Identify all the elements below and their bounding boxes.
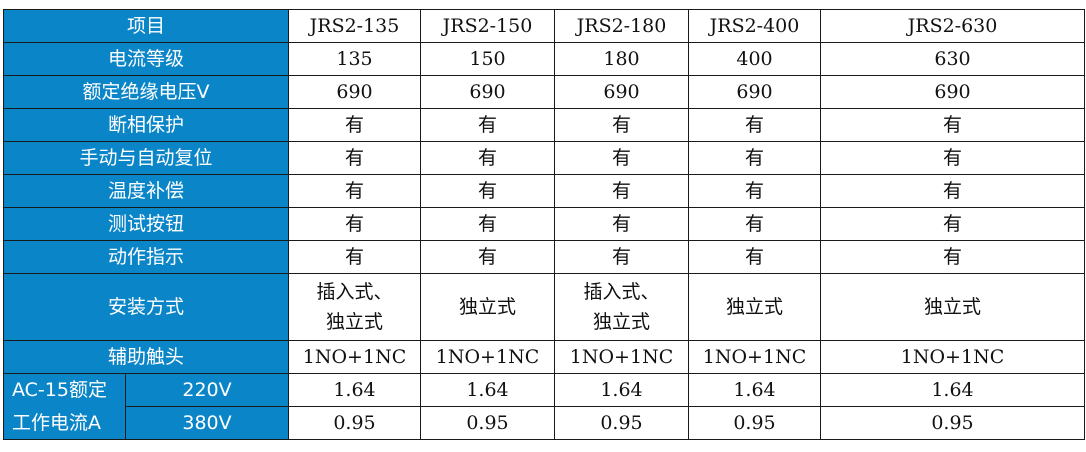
model-header: JRS2-630	[820, 9, 1085, 43]
row-value: 690	[820, 75, 1085, 109]
row-value: 400	[688, 42, 821, 76]
row-value: 独立式	[688, 273, 821, 341]
row-value: 有	[288, 174, 421, 208]
row-label: 安装方式	[3, 273, 289, 341]
table-row: 测试按钮有有有有有	[3, 207, 1085, 241]
row-value: 插入式、 独立式	[554, 273, 689, 341]
ac15-row: AC-15额定 220V 1.64 1.64 1.64 1.64 1.64	[3, 373, 1085, 407]
row-value: 有	[420, 240, 555, 274]
row-value: 有	[688, 174, 821, 208]
current-value: 1.64	[820, 373, 1085, 407]
current-value: 0.95	[820, 406, 1085, 440]
header-row: 项目 JRS2-135 JRS2-150 JRS2-180 JRS2-400 JRS2-6…	[3, 9, 1085, 43]
row-value: 有	[420, 141, 555, 175]
row-value: 1NO+1NC	[820, 340, 1085, 374]
current-value: 1.64	[554, 373, 689, 407]
row-value: 135	[288, 42, 421, 76]
table-row: 额定绝缘电压V 690 690 690 690 690	[3, 75, 1085, 109]
row-value: 有	[420, 174, 555, 208]
model-header: JRS2-400	[688, 9, 821, 43]
row-value: 插入式、 独立式	[288, 273, 421, 341]
row-value: 有	[688, 240, 821, 274]
row-value: 有	[820, 108, 1085, 142]
row-value: 独立式	[820, 273, 1085, 341]
row-label: 测试按钮	[3, 207, 289, 241]
row-value: 690	[420, 75, 555, 109]
current-value: 0.95	[420, 406, 555, 440]
row-value: 有	[288, 240, 421, 274]
table-row: 断相保护有有有有有	[3, 108, 1085, 142]
row-value: 690	[554, 75, 689, 109]
row-value: 有	[688, 141, 821, 175]
table-row: 温度补偿有有有有有	[3, 174, 1085, 208]
voltage-label: 220V	[125, 373, 289, 407]
ac15-row: 工作电流A 380V 0.95 0.95 0.95 0.95 0.95	[3, 406, 1085, 440]
model-header: JRS2-180	[554, 9, 689, 43]
row-value: 有	[288, 141, 421, 175]
row-label: 辅助触头	[3, 340, 289, 374]
row-value: 1NO+1NC	[420, 340, 555, 374]
row-value: 1NO+1NC	[288, 340, 421, 374]
row-value: 有	[820, 207, 1085, 241]
row-value: 150	[420, 42, 555, 76]
row-value: 有	[820, 240, 1085, 274]
table-row: 电流等级 135 150 180 400 630	[3, 42, 1085, 76]
row-value: 有	[554, 141, 689, 175]
row-value: 有	[688, 108, 821, 142]
row-label: 动作指示	[3, 240, 289, 274]
row-label: 额定绝缘电压V	[3, 75, 289, 109]
row-value: 180	[554, 42, 689, 76]
header-label: 项目	[3, 9, 289, 43]
table-row: 手动与自动复位有有有有有	[3, 141, 1085, 175]
row-value: 690	[688, 75, 821, 109]
ac15-label: 工作电流A	[3, 406, 126, 440]
current-value: 1.64	[288, 373, 421, 407]
row-value: 630	[820, 42, 1085, 76]
row-value: 有	[820, 141, 1085, 175]
row-label: 温度补偿	[3, 174, 289, 208]
row-value: 独立式	[420, 273, 555, 341]
table-row: 安装方式 插入式、 独立式 独立式 插入式、 独立式 独立式 独立式	[3, 273, 1085, 341]
row-label: 手动与自动复位	[3, 141, 289, 175]
row-value: 1NO+1NC	[688, 340, 821, 374]
row-label: 断相保护	[3, 108, 289, 142]
row-value: 有	[554, 108, 689, 142]
row-value: 有	[820, 174, 1085, 208]
row-value: 有	[554, 174, 689, 208]
row-label: 电流等级	[3, 42, 289, 76]
row-value: 有	[288, 108, 421, 142]
row-value: 有	[420, 207, 555, 241]
row-value: 有	[554, 207, 689, 241]
model-header: JRS2-150	[420, 9, 555, 43]
row-value: 有	[554, 240, 689, 274]
current-value: 1.64	[688, 373, 821, 407]
table-row: 动作指示有有有有有	[3, 240, 1085, 274]
row-value: 有	[288, 207, 421, 241]
voltage-label: 380V	[125, 406, 289, 440]
current-value: 1.64	[420, 373, 555, 407]
spec-table: 项目 JRS2-135 JRS2-150 JRS2-180 JRS2-400 JRS2-6…	[3, 9, 1085, 440]
current-value: 0.95	[288, 406, 421, 440]
row-value: 有	[688, 207, 821, 241]
current-value: 0.95	[688, 406, 821, 440]
row-value: 有	[420, 108, 555, 142]
table-row: 辅助触头 1NO+1NC 1NO+1NC 1NO+1NC 1NO+1NC 1NO+1NC	[3, 340, 1085, 374]
model-header: JRS2-135	[288, 9, 421, 43]
row-value: 690	[288, 75, 421, 109]
current-value: 0.95	[554, 406, 689, 440]
row-value: 1NO+1NC	[554, 340, 689, 374]
ac15-label: AC-15额定	[3, 373, 126, 407]
